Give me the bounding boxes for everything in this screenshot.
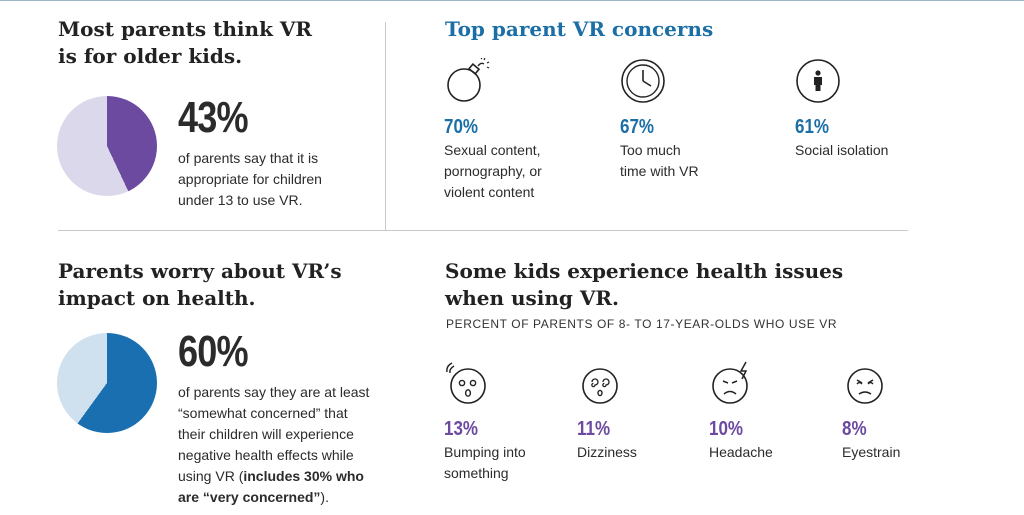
health-label-line: Headache: [709, 444, 773, 460]
eyestrain-face-icon: [847, 368, 883, 404]
concern-label-line: Sexual content,: [444, 142, 541, 158]
person-icon: [796, 59, 840, 103]
concern-label-line: time with VR: [620, 163, 699, 179]
health-label: Dizziness: [577, 442, 727, 463]
dizzy-face-icon: [582, 368, 618, 404]
health-item-eyestrain: 8% Eyestrain: [842, 360, 992, 463]
horizontal-divider: [58, 230, 908, 231]
section1-title-line2: is for older kids.: [58, 44, 243, 68]
section3-title-line2: impact on health.: [58, 286, 256, 310]
section3-desc-line1: of parents say they are at least: [178, 384, 370, 400]
health-pct: 13%: [444, 418, 479, 440]
section1-desc-line3: under 13 to use VR.: [178, 192, 303, 208]
concern-item-sexual-content: 70% Sexual content, pornography, or viol…: [444, 58, 594, 203]
section1-stat: 43%: [178, 93, 249, 142]
concern-item-social-isolation: 61% Social isolation: [795, 58, 945, 161]
section3-title-line1: Parents worry about VR’s: [58, 259, 342, 283]
health-label-line: something: [444, 465, 509, 481]
section4-subtitle: PERCENT OF PARENTS OF 8- TO 17-YEAR-OLDS…: [446, 317, 838, 331]
concern-label-line: violent content: [444, 184, 535, 200]
health-label: Headache: [709, 442, 859, 463]
section4-title-line1: Some kids experience health issues: [445, 259, 844, 283]
health-item-dizziness: 11% Dizziness: [577, 360, 727, 463]
health-label-line: Eyestrain: [842, 444, 901, 460]
section3-desc-line3: their children will experience: [178, 426, 354, 442]
section1-desc-line1: of parents say that it is: [178, 150, 319, 166]
health-pct: 8%: [842, 418, 867, 440]
health-pct: 11%: [577, 418, 611, 440]
desc-plain: using VR (: [178, 468, 244, 484]
section2-title: Top parent VR concerns: [445, 16, 713, 43]
section1-title: Most parents think VR is for older kids.: [58, 16, 312, 70]
health-label: Bumping into something: [444, 442, 594, 484]
concern-item-screen-time: 67% Too much time with VR: [620, 58, 770, 182]
health-label: Eyestrain: [842, 442, 992, 463]
desc-bold: includes 30% who: [243, 468, 364, 484]
concern-label-line: Too much: [620, 142, 681, 158]
health-item-headache: 10% Headache: [709, 360, 859, 463]
section1-desc-line2: appropriate for children: [178, 171, 322, 187]
section4-title-line2: when using VR.: [445, 286, 619, 310]
section2-title-text: Top parent VR concerns: [445, 17, 714, 41]
concern-label: Too much time with VR: [620, 140, 770, 182]
headache-face-icon: [712, 361, 748, 404]
concern-label: Social isolation: [795, 140, 945, 161]
concern-label: Sexual content, pornography, or violent …: [444, 140, 594, 203]
clock-icon: [621, 59, 665, 103]
concern-pct: 61%: [795, 116, 830, 138]
concern-pct: 67%: [620, 116, 655, 138]
section4-title: Some kids experience health issues when …: [445, 258, 843, 312]
section1-description: of parents say that it is appropriate fo…: [178, 148, 322, 211]
pie-chart-43: [57, 96, 157, 196]
concern-pct: 70%: [444, 116, 479, 138]
health-label-line: Bumping into: [444, 444, 526, 460]
bumping-face-icon: [446, 362, 486, 404]
desc-plain: ).: [320, 489, 329, 505]
desc-bold: are “very concerned”: [178, 489, 321, 505]
concern-label-line: pornography, or: [444, 163, 542, 179]
section3-desc-line2: “somewhat concerned” that: [178, 405, 348, 421]
health-pct: 10%: [709, 418, 744, 440]
vertical-divider: [385, 22, 386, 230]
section3-desc-line4: negative health effects while: [178, 447, 354, 463]
section1-title-line1: Most parents think VR: [58, 17, 313, 41]
bomb-icon: [447, 58, 490, 102]
health-label-line: Dizziness: [577, 444, 637, 460]
concern-label-line: Social isolation: [795, 142, 889, 158]
section3-desc-line6: are “very concerned”).: [178, 487, 369, 508]
section3-desc-line5: using VR (includes 30% who: [178, 466, 369, 487]
top-rule: [0, 0, 1024, 1]
pie-chart-60: [57, 333, 157, 433]
section3-stat: 60%: [178, 327, 249, 376]
section3-title: Parents worry about VR’s impact on healt…: [58, 258, 342, 312]
section3-description: of parents say they are at least “somewh…: [178, 382, 369, 508]
health-item-bumping: 13% Bumping into something: [444, 360, 594, 484]
